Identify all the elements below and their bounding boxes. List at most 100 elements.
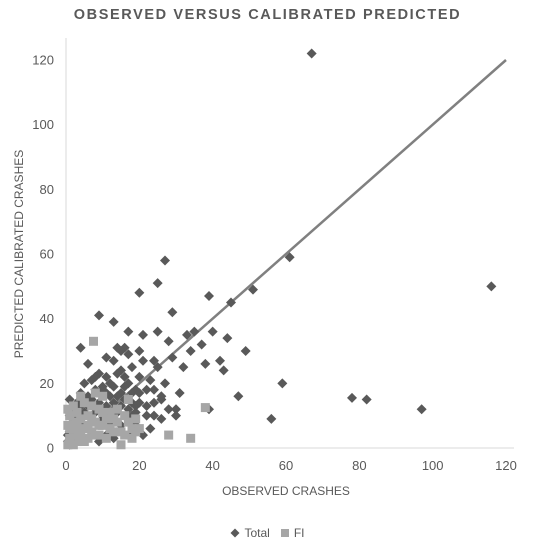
data-point-total [149, 410, 159, 421]
data-point-total [101, 371, 112, 382]
x-axis-title: OBSERVED CRASHES [222, 484, 350, 498]
data-point-fi [164, 430, 174, 440]
data-point-fi [63, 440, 73, 450]
data-point-total [204, 291, 214, 302]
data-point-total [138, 355, 148, 366]
data-point-fi [101, 414, 111, 424]
chart-title: OBSERVED VERSUS CALIBRATED PREDICTED [73, 7, 462, 23]
data-point-total [134, 371, 145, 382]
data-point-fi [79, 437, 89, 447]
data-point-total [152, 278, 163, 289]
data-point-fi [76, 391, 86, 401]
diamond-icon [230, 528, 240, 538]
data-point-fi [109, 414, 119, 424]
y-tick-label: 20 [40, 376, 54, 391]
data-point-total [361, 394, 372, 405]
y-tick-label: 0 [47, 441, 54, 456]
data-point-total [486, 281, 497, 292]
data-point-fi [63, 404, 73, 414]
data-point-fi [127, 433, 137, 443]
data-point-total [101, 352, 112, 363]
data-point-total [156, 413, 167, 424]
data-point-total [134, 346, 145, 356]
y-tick-label: 60 [40, 247, 54, 262]
series-fi [63, 336, 210, 450]
data-point-total [160, 255, 170, 266]
data-point-fi [79, 398, 89, 408]
data-point-fi [87, 414, 97, 424]
data-point-fi [101, 433, 111, 443]
data-point-total [156, 391, 167, 402]
data-point-fi [76, 427, 86, 437]
data-point-total [215, 355, 225, 366]
legend-item-total: Total [230, 526, 270, 540]
data-point-total [167, 307, 178, 318]
data-point-fi [90, 388, 100, 398]
data-point-total [127, 362, 137, 373]
data-point-fi [123, 395, 133, 404]
data-point-total [207, 326, 218, 337]
data-point-fi [131, 414, 141, 424]
data-point-fi [72, 417, 82, 427]
data-point-total [200, 358, 211, 369]
data-point-total [134, 388, 145, 399]
data-point-fi [186, 433, 196, 443]
data-point-total [163, 404, 174, 415]
data-point-fi [116, 440, 126, 450]
data-point-total [79, 378, 90, 389]
data-point-total [167, 352, 178, 363]
data-point-fi [200, 403, 210, 413]
data-point-total [163, 336, 174, 347]
x-tick-label: 20 [132, 458, 146, 473]
data-point-fi [68, 440, 78, 450]
reference-line-group [65, 59, 507, 449]
x-tick-label: 40 [205, 458, 219, 473]
data-point-total [226, 297, 236, 308]
data-point-total [123, 326, 134, 337]
data-point-fi [89, 336, 98, 346]
data-point-total [112, 342, 123, 353]
data-point-total [94, 310, 104, 321]
data-point-fi [65, 433, 75, 443]
data-point-total [75, 342, 86, 353]
data-point-total [108, 316, 119, 327]
data-point-fi [72, 407, 82, 417]
data-point-total [178, 362, 189, 373]
data-point-total [134, 287, 145, 298]
x-tick-label: 80 [352, 458, 366, 473]
data-point-total [347, 392, 357, 403]
data-point-total [108, 355, 119, 366]
data-point-fi [123, 417, 133, 427]
y-axis-title: PREDICTED CALIBRATED CRASHES [12, 149, 26, 359]
legend-item-fi: FI [280, 526, 305, 540]
data-point-total [306, 48, 317, 59]
data-point-fi [105, 424, 115, 434]
data-point-fi [65, 411, 75, 421]
data-point-total [123, 349, 134, 360]
data-point-total [90, 371, 101, 382]
data-point-total [152, 362, 163, 373]
data-point-fi [120, 430, 130, 440]
data-point-total [284, 252, 295, 263]
data-point-fi [105, 407, 115, 417]
data-point-total [141, 410, 152, 421]
x-tick-label: 0 [62, 458, 69, 473]
reference-line [65, 59, 507, 449]
x-tick-label: 100 [422, 458, 444, 473]
data-point-total [112, 391, 123, 402]
data-point-total [105, 378, 115, 389]
legend-label-total: Total [244, 526, 270, 540]
data-point-fi [94, 420, 104, 430]
data-point-total [266, 413, 277, 424]
data-point-total [119, 371, 130, 382]
data-point-total [185, 346, 196, 356]
data-point-fi [63, 420, 73, 430]
data-point-fi [87, 401, 97, 411]
y-tick-label: 120 [32, 53, 54, 68]
data-point-total [189, 326, 200, 337]
data-point-total [233, 391, 244, 402]
legend: Total FI [0, 526, 535, 540]
data-point-fi [90, 430, 100, 440]
